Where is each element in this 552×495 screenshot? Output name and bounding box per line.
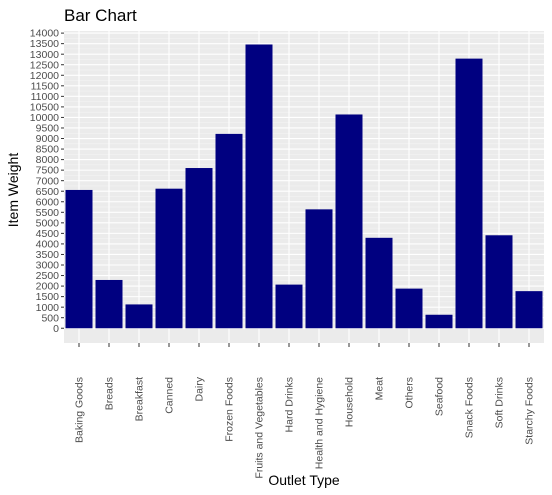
y-tick-label: 4500	[36, 228, 60, 240]
bar	[155, 188, 183, 329]
y-tick-label: 9500	[36, 123, 60, 135]
y-tick-label: 5500	[36, 207, 60, 219]
y-tick-label: 0	[53, 323, 59, 335]
x-tick-label: Hard Drinks	[284, 377, 296, 432]
x-tick-label: Frozen Foods	[224, 377, 236, 442]
y-tick-label: 11000	[31, 91, 60, 103]
y-tick-label: 6000	[36, 196, 60, 208]
y-tick-label: 13000	[30, 49, 59, 61]
y-tick-label: 2000	[36, 281, 60, 293]
y-tick-label: 12000	[30, 70, 59, 82]
bar	[395, 288, 423, 329]
bar	[455, 58, 483, 329]
y-tick-label: 11500	[31, 80, 60, 92]
x-tick-label: Canned	[164, 377, 176, 414]
x-tick-label: Household	[344, 377, 356, 427]
x-tick-label: Others	[404, 377, 416, 409]
y-tick-label: 10000	[30, 112, 59, 124]
bar	[245, 44, 273, 329]
bar	[515, 291, 543, 329]
y-tick-label: 4000	[36, 239, 60, 251]
y-tick-label: 13500	[30, 38, 59, 50]
x-tick-label: Meat	[374, 377, 386, 400]
y-tick-label: 14000	[30, 28, 59, 40]
bar	[335, 114, 363, 329]
y-tick-label: 9000	[36, 133, 60, 145]
x-tick-label: Dairy	[194, 376, 206, 401]
y-tick-label: 7500	[36, 165, 60, 177]
y-tick-label: 1000	[36, 302, 60, 314]
y-axis-title: Item Weight	[5, 153, 21, 228]
x-tick-label: Fruits and Vegetables	[254, 377, 266, 479]
y-tick-label: 12500	[30, 59, 59, 71]
y-tick-label: 6500	[36, 186, 60, 198]
bar	[305, 209, 333, 329]
x-tick-label: Snack Foods	[464, 377, 476, 438]
y-tick-label: 2500	[36, 270, 60, 282]
x-tick-label: Health and Hygiene	[314, 377, 326, 469]
y-tick-label: 3000	[36, 260, 60, 272]
bar-series	[65, 44, 543, 329]
x-tick-label: Baking Goods	[74, 377, 86, 443]
bar	[425, 314, 453, 329]
y-tick-label: 3500	[36, 249, 60, 261]
y-tick-label: 500	[41, 312, 59, 324]
bar	[185, 168, 213, 329]
x-axis-title: Outlet Type	[268, 472, 340, 488]
y-tick-label: 8500	[36, 144, 60, 156]
x-tick-label: Soft Drinks	[494, 377, 506, 428]
y-tick-label: 8000	[36, 154, 60, 166]
bar	[485, 235, 513, 329]
x-tick-label: Seafood	[434, 377, 446, 416]
y-tick-label: 10500	[30, 101, 59, 113]
bar	[125, 304, 153, 329]
x-tick-label: Breakfast	[134, 377, 146, 421]
bar	[215, 133, 243, 329]
y-tick-label: 5000	[36, 217, 60, 229]
chart-title: Bar Chart	[64, 6, 137, 25]
x-tick-label: Starchy Foods	[524, 377, 536, 445]
y-tick-label: 7000	[36, 175, 60, 187]
bar	[65, 189, 93, 329]
x-axis: Baking Goods Breads Breakfast Canned Dairy Fr…	[74, 343, 536, 479]
y-axis: 0500100015002000250030003500400045005000…	[30, 28, 64, 335]
y-tick-label: 1500	[36, 291, 60, 303]
bar	[365, 237, 393, 329]
bar	[275, 284, 303, 329]
bar	[95, 279, 123, 329]
x-tick-label: Breads	[104, 377, 116, 410]
